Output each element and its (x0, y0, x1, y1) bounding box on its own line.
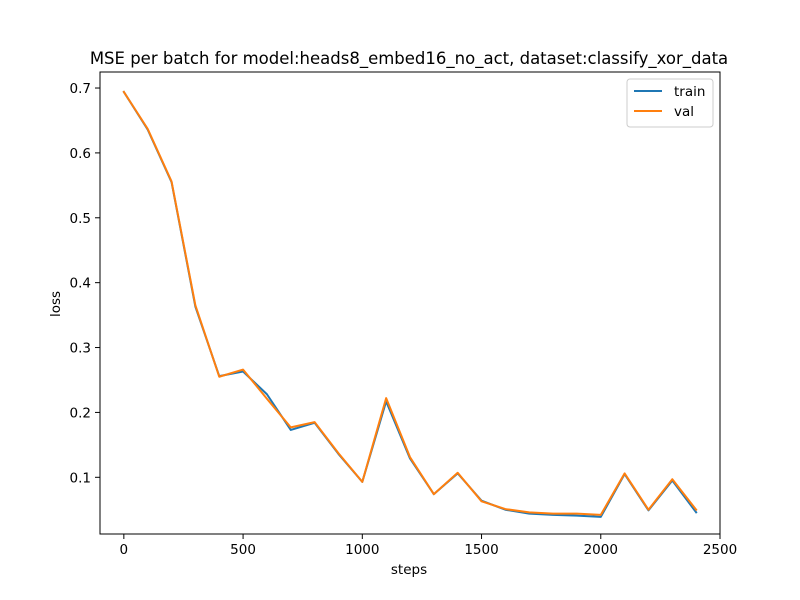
series-line-train (122, 90, 698, 518)
x-tick-label: 1500 (464, 542, 498, 558)
x-tick-label: 1000 (345, 542, 379, 558)
chart-title: MSE per batch for model:heads8_embed16_n… (90, 49, 728, 69)
legend: train val (626, 78, 714, 128)
x-tick-label: 500 (230, 542, 256, 558)
legend-label-val: val (674, 104, 694, 120)
y-tick-label: 0.7 (70, 81, 91, 97)
y-tick-label: 0.4 (70, 276, 91, 292)
x-tick-label: 2500 (703, 542, 737, 558)
legend-label-train: train (674, 84, 705, 100)
x-tick-label: 2000 (584, 542, 618, 558)
series-line-val (122, 90, 698, 516)
y-tick-label: 0.5 (70, 211, 91, 227)
x-tick-label: 0 (120, 542, 129, 558)
y-tick-label: 0.2 (70, 405, 91, 421)
y-tick-label: 0.6 (70, 146, 91, 162)
series-layer (122, 90, 698, 518)
plot-frame (99, 71, 721, 535)
plot-area (99, 71, 721, 535)
x-axis: 0 500 1000 1500 2000 2500 (120, 534, 737, 558)
x-axis-label: steps (391, 562, 427, 578)
y-axis-label: loss (48, 291, 64, 317)
y-tick-label: 0.1 (70, 470, 91, 486)
y-axis: 0.1 0.2 0.3 0.4 0.5 0.6 0.7 (70, 81, 100, 486)
y-tick-label: 0.3 (70, 341, 91, 357)
